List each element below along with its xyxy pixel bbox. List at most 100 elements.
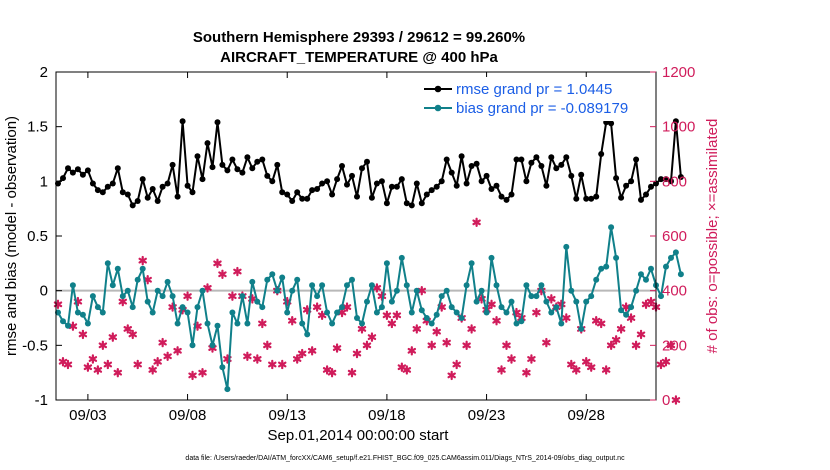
obs-assimilated-marker [297,348,307,359]
series-0-point [643,191,649,198]
obs-assimilated-marker [307,346,317,356]
series-1-point [254,298,261,305]
series-1-point [523,282,530,289]
obs-assimilated-marker [542,337,551,348]
series-0-point [373,180,380,187]
series-0-point [453,182,460,189]
obs-assimilated-marker [646,296,656,307]
series-0-point [169,161,176,168]
series-1-point [648,265,654,272]
series-0-point [548,154,555,161]
obs-assimilated-marker [347,367,357,378]
obs-assimilated-marker [268,359,277,370]
obs-assimilated-marker [382,310,392,320]
series-1-point [204,320,211,327]
y-left-tick-label: 0.5 [27,228,48,245]
series-0-point [189,189,196,196]
obs-assimilated-marker [228,291,237,301]
series-0-point [428,187,435,194]
series-1-point [124,287,131,294]
series-1-point [478,287,485,294]
series-0-point [339,163,345,169]
series-1-point [463,282,470,289]
series-0-point [354,193,360,200]
series-0-point [672,118,679,125]
series-1-point [488,254,495,261]
series-1-point [643,276,649,283]
obs-assimilated-marker [173,346,182,356]
series-1-point [428,320,435,327]
obs-assimilated-marker [606,340,616,351]
series-0-point [184,182,191,189]
series-1-point [413,287,420,294]
series-0-point [249,165,256,172]
series-0-point [433,183,440,190]
legend-bias-label: bias grand pr = -0.089179 [456,100,628,117]
series-0-point [538,163,545,169]
series-0-point [608,120,615,127]
obs-assimilated-marker [447,370,456,381]
series-0-point [154,198,161,204]
series-1-point [309,282,316,289]
series-0-point [304,195,311,202]
obs-assimilated-marker [292,354,302,364]
series-0-point [359,165,365,172]
obs-assimilated-marker [467,324,476,334]
series-0-point [294,189,301,196]
series-0-point [349,172,355,179]
series-1-point [344,282,350,289]
series-1-point [378,304,385,311]
series-0-point [553,165,560,172]
series-1-point [74,309,81,316]
series-0-point [239,169,246,176]
series-0-point [124,191,131,198]
series-1-point [528,293,535,300]
series-0-point [229,156,236,163]
obs-assimilated-marker [507,354,516,364]
series-0-point [89,180,96,187]
series-1-point [368,282,375,289]
series-0-point [209,164,216,171]
series-0-point [368,194,375,201]
series-1-point [104,260,111,267]
series-1-point [149,309,156,316]
obs-assimilated-marker [188,370,197,381]
series-1-point [294,276,301,283]
series-1-point [568,287,575,294]
obs-assimilated-marker [352,348,362,359]
series-1-point [329,320,336,327]
y-left-tick-label: 2 [40,64,48,81]
series-1-point [598,265,605,272]
series-1-point [553,304,560,311]
series-0-point [563,154,570,161]
obs-assimilated-marker [492,316,501,326]
series-1-point [623,311,630,318]
series-1-point [423,315,430,321]
series-0-point [503,196,510,203]
series-0-point [234,166,241,173]
series-1-point [677,271,684,278]
series-0-point [84,167,91,174]
series-0-point [573,195,580,202]
series-0-point [533,154,540,161]
series-0-point [104,183,111,190]
obs-assimilated-marker [128,329,137,340]
obs-assimilated-marker [367,332,377,342]
series-1-point [274,287,281,294]
series-0-point [383,200,390,207]
series-1-point [543,298,550,305]
series-0-point [588,195,595,202]
series-0-point [677,174,684,180]
series-0-point [60,175,66,182]
series-0-point [543,182,550,189]
series-1-point [199,287,206,294]
chart-title-line1: Southern Hemisphere 29393 / 29612 = 99.2… [193,29,525,46]
obs-assimilated-marker [342,302,352,312]
series-0-point [578,171,585,178]
obs-assimilated-marker [153,357,162,367]
series-0-point [284,191,291,198]
obs-assimilated-marker [243,351,252,361]
obs-assimilated-marker [666,340,676,351]
series-1-point [349,276,355,283]
series-1-point [89,293,96,300]
